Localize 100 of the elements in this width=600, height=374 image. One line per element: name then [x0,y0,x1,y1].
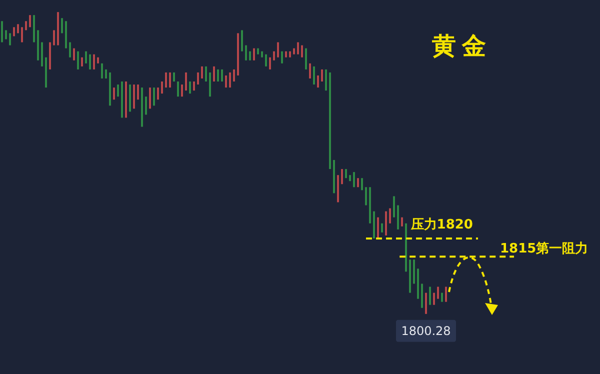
candlestick [429,286,431,305]
candlestick [333,160,335,194]
candlestick [261,51,263,58]
candlestick [233,69,235,82]
candlestick [349,175,351,182]
candlestick [145,96,147,115]
candlestick [249,51,251,60]
candlestick [149,88,151,109]
candlestick [253,48,255,60]
candlestick [389,208,391,224]
candlestick [85,51,87,64]
candlestick [5,30,7,40]
candlestick [437,286,439,299]
candlestick [265,54,267,66]
candlestick [217,69,219,82]
candlestick [193,82,195,91]
candlestick [169,72,171,88]
candlestick [133,84,135,109]
candlestick [289,51,291,58]
candlestick [1,21,3,42]
candlestick [165,72,167,88]
candlestick [93,54,95,70]
candlestick [61,18,63,34]
candlestick [153,88,155,106]
candlestick [185,72,187,91]
candlestick [69,42,71,58]
candlestick [305,48,307,70]
candlestick [373,211,375,238]
candlestick [89,54,91,70]
candlestick [205,66,207,82]
candlestick [129,84,131,112]
candlestick [125,82,127,118]
candlestick [9,33,11,46]
candlestick [29,15,31,28]
candlestick [409,260,411,293]
candlestick [209,72,211,97]
candlestick [405,223,407,272]
candlestick [345,169,347,178]
candlestick [57,12,59,46]
candlestick [377,217,379,238]
candlestick [277,42,279,58]
text: 1800.28 [401,324,451,338]
candlestick [45,57,47,88]
candlestick [273,51,275,60]
candlestick [337,175,339,202]
candlestick [301,45,303,58]
candlestick [21,27,23,42]
candlestick [197,72,199,85]
candlestick [65,21,67,48]
candlestick [201,66,203,78]
candlestick [257,48,259,54]
candlestick [49,42,51,70]
candlestick [445,286,447,302]
candlestick [237,33,239,76]
candlestick [41,42,43,66]
candlestick [213,66,215,82]
candlestick [421,284,423,308]
candlestick [25,21,27,30]
candlestick [121,82,123,118]
candlestick [297,42,299,54]
candlestick [221,69,223,82]
candlestick [241,30,243,52]
candlestick [189,82,191,94]
candlestick [33,15,35,42]
candlestick [325,69,327,91]
candlestick [37,30,39,60]
candlestick [381,223,383,232]
candlestick [173,72,175,82]
candlestick [137,84,139,100]
candlestick [317,75,319,88]
candlestick [365,187,367,206]
candlestick [101,63,103,78]
candlestick [13,27,15,36]
candlestick [401,217,403,226]
candlestick [97,57,99,64]
ref-line-label: 压力1820 [410,217,473,232]
candlestick [17,24,19,34]
candlestick [321,69,323,82]
candlestick [393,196,395,218]
candlestick [425,292,427,314]
candlestick [329,72,331,170]
candlestick [109,72,111,106]
candlestick [269,57,271,70]
ref-line-label: 1815第一阻力 [500,242,588,257]
candlestick [245,45,247,60]
candlestick [73,48,75,60]
candlestick [417,268,419,299]
candlestick [281,51,283,64]
candlestick [77,51,79,70]
candlestick [385,211,387,236]
candlestick [81,57,83,66]
candlestick [369,187,371,224]
candlestick [341,169,343,184]
candlestick [293,48,295,54]
candlestick [53,30,55,46]
candlestick [177,82,179,97]
candlestick [441,292,443,302]
candlestick [157,88,159,100]
candlestick [229,72,231,88]
candlestick [113,88,115,100]
